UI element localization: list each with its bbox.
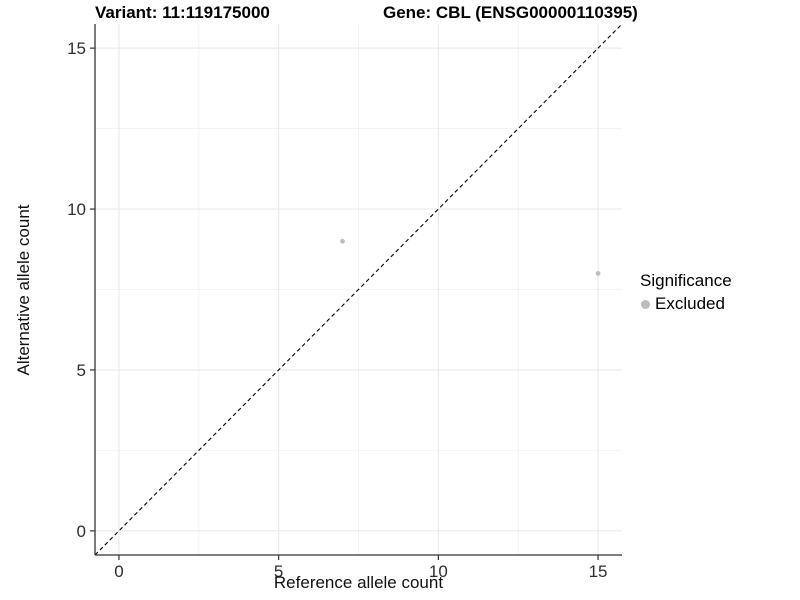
- identity-line: [94, 23, 623, 556]
- x-tick-label: 15: [589, 562, 608, 581]
- legend-item-label: Excluded: [655, 294, 725, 313]
- y-tick-label: 5: [77, 361, 86, 380]
- legend-title: Significance: [640, 271, 732, 290]
- x-tick-label: 0: [114, 562, 123, 581]
- legend-item-excluded: Excluded: [638, 294, 732, 314]
- legend: Significance Excluded: [638, 271, 732, 314]
- plot-title-gene: Gene: CBL (ENSG00000110395): [383, 3, 638, 22]
- y-axis-title: Alternative allele count: [14, 204, 33, 376]
- x-axis-title: Reference allele count: [273, 573, 444, 592]
- data-point: [340, 238, 345, 244]
- y-tick-label: 15: [67, 39, 86, 58]
- legend-point-icon: [641, 299, 650, 309]
- data-point: [595, 271, 601, 276]
- y-tick-label: 10: [67, 200, 86, 219]
- x-tick-label: 5: [274, 562, 283, 581]
- y-tick-label: 0: [77, 522, 86, 541]
- x-tick-label: 10: [429, 562, 448, 581]
- plot-title-variant: Variant: 11:119175000: [95, 3, 270, 22]
